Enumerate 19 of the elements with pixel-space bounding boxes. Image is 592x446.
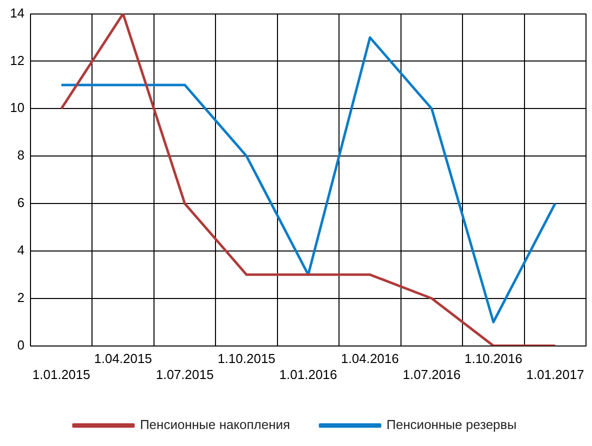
x-tick-label: 1.10.2015: [218, 351, 276, 366]
x-tick-label: 1.01.2015: [32, 366, 90, 382]
y-tick-label: 10: [10, 100, 24, 116]
x-tick-label: 1.04.2015: [94, 351, 152, 366]
y-tick-label: 14: [10, 5, 24, 20]
x-tick-label: 1.10.2016: [464, 351, 522, 366]
y-tick-label: 6: [17, 195, 24, 210]
y-tick-label: 8: [17, 148, 24, 163]
x-tick-label: 1.01.2016: [279, 366, 338, 382]
y-tick-label: 2: [17, 290, 24, 305]
x-tick-label: 1.04.2016: [341, 351, 399, 366]
y-tick-label: 0: [17, 337, 24, 352]
x-tick-label: 1.07.2015: [156, 366, 214, 382]
y-tick-label: 4: [17, 242, 24, 258]
x-tick-label: 1.07.2016: [402, 366, 461, 382]
legend-label: Пенсионные накопления: [140, 417, 290, 432]
y-tick-label: 12: [10, 52, 24, 68]
x-tick-label: 1.01.2017: [526, 366, 584, 382]
legend-label: Пенсионные резервы: [386, 417, 517, 432]
